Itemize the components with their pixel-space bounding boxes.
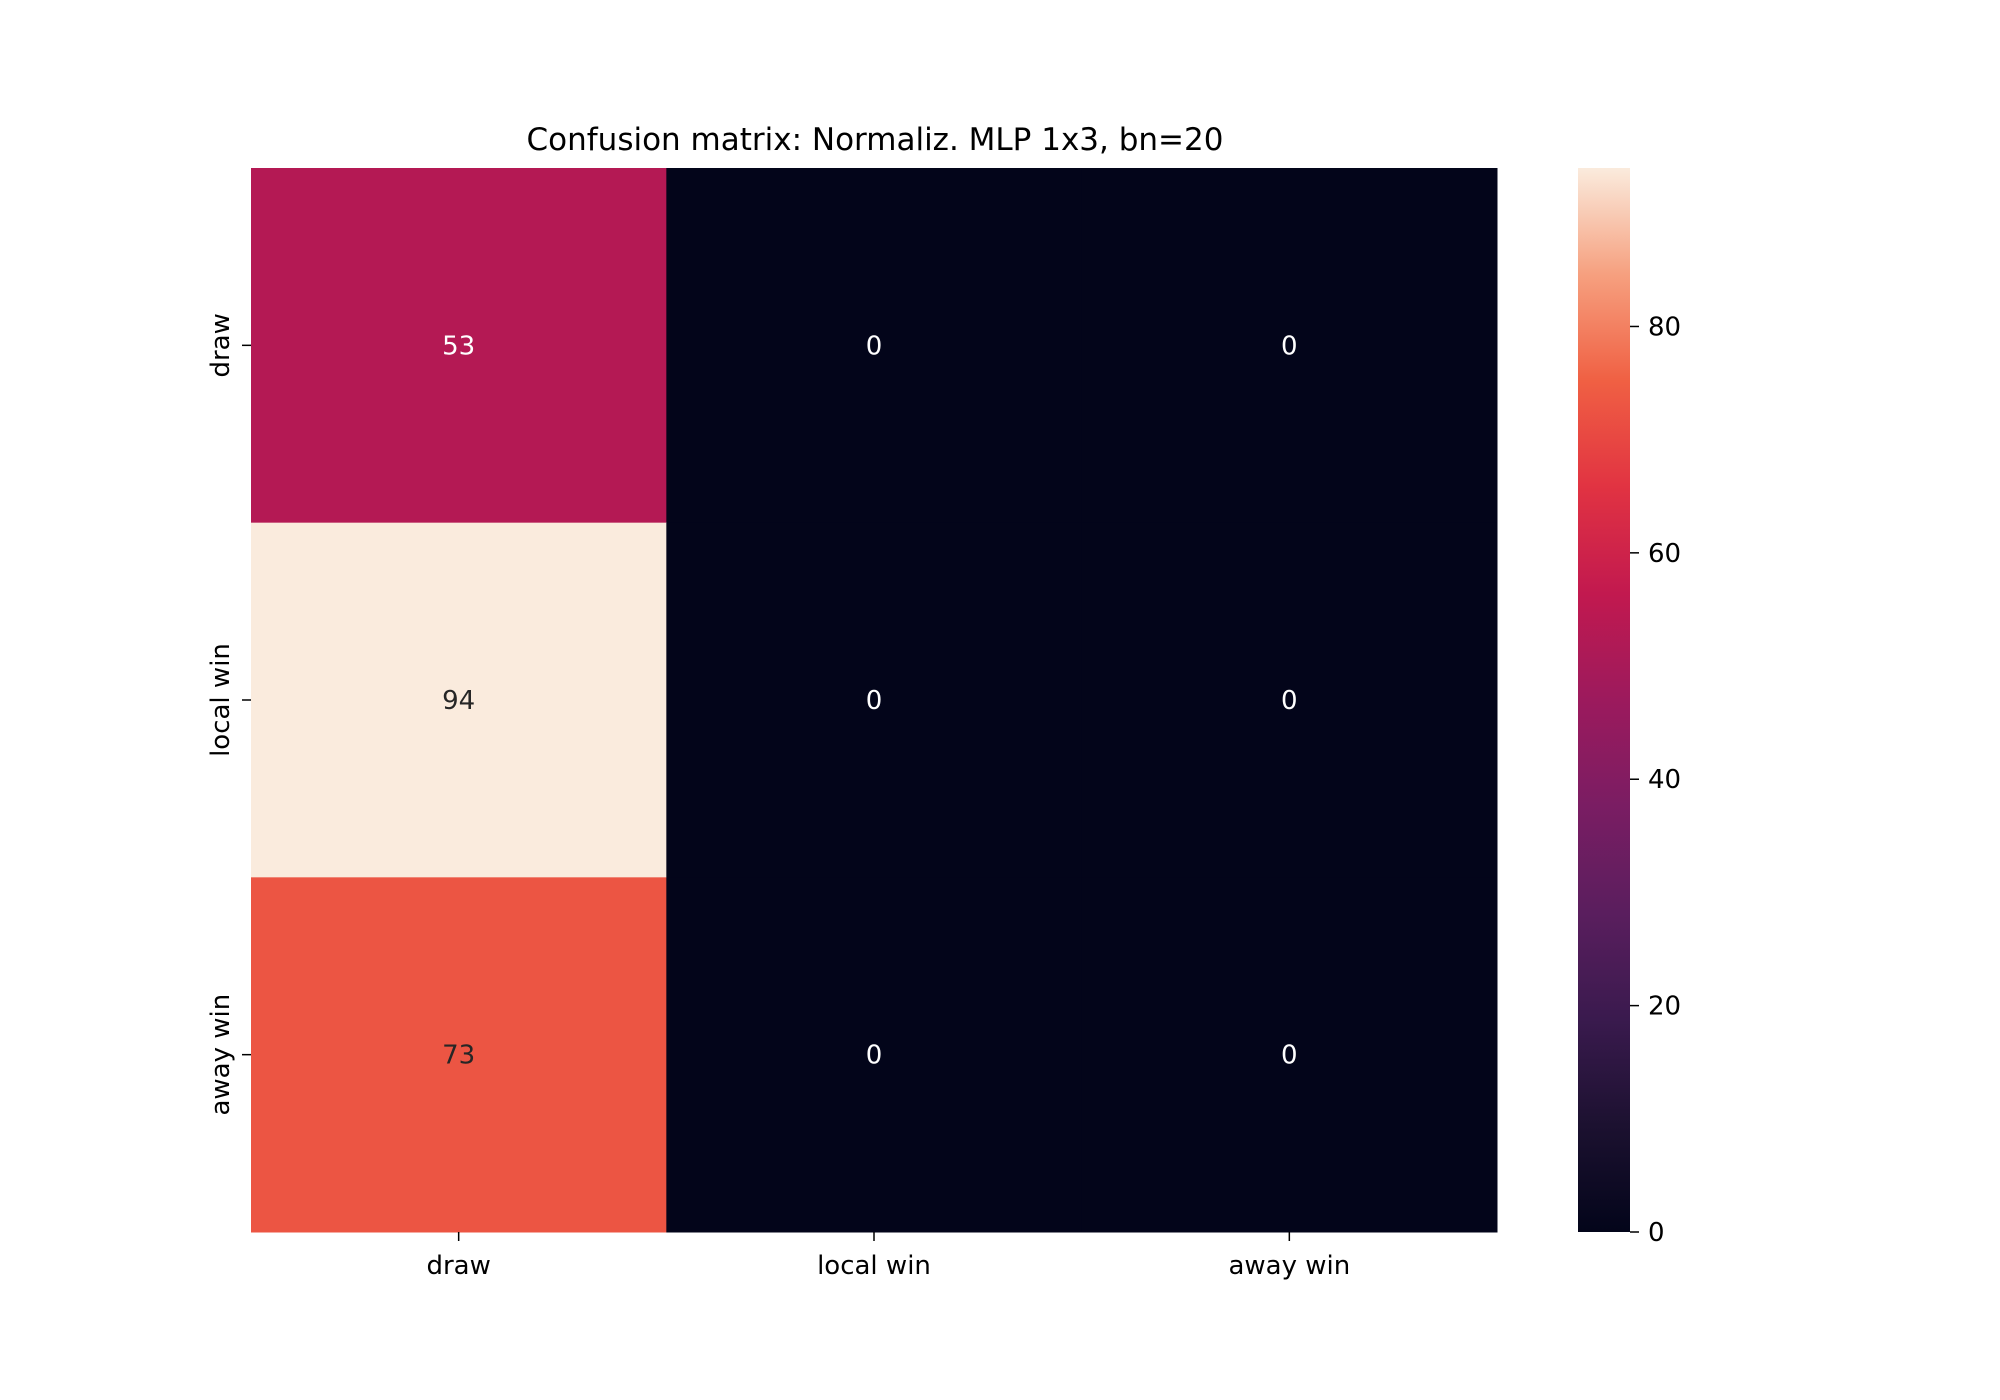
cell-value-label: 0 — [866, 1041, 883, 1071]
colorbar-tick-label: 80 — [1648, 312, 1681, 342]
heatmap-cell — [666, 168, 1083, 524]
cell-value-label: 0 — [866, 686, 883, 716]
colorbar — [1578, 168, 1630, 1232]
colorbar-tick-label: 60 — [1648, 539, 1681, 569]
y-tick-label: local win — [206, 643, 236, 757]
heatmap-cell — [666, 522, 1083, 878]
cell-value-label: 73 — [442, 1041, 475, 1071]
colorbar-axis: 0 20 40 60 80 — [1630, 312, 1681, 1248]
cell-value-label: 53 — [442, 331, 475, 361]
y-tick-label: draw — [206, 313, 236, 377]
colorbar-tick-label: 20 — [1648, 992, 1681, 1022]
cell-value-label: 94 — [442, 686, 475, 716]
y-tick-label: away win — [206, 994, 236, 1116]
heatmap-cell — [1081, 168, 1498, 524]
cell-value-label: 0 — [866, 331, 883, 361]
colorbar-tick-label: 0 — [1648, 1218, 1665, 1248]
heatmap-cell — [666, 877, 1083, 1233]
colorbar-tick-label: 40 — [1648, 765, 1681, 795]
x-axis: draw local win away win — [426, 1232, 1350, 1281]
chart-title: Confusion matrix: Normaliz. MLP 1x3, bn=… — [527, 122, 1224, 158]
cell-value-label: 0 — [1281, 686, 1298, 716]
heatmap-cell — [251, 522, 667, 878]
heatmap-cell — [1081, 522, 1498, 878]
cell-value-label: 0 — [1281, 1041, 1298, 1071]
cell-value-label: 0 — [1281, 331, 1298, 361]
x-tick-label: local win — [817, 1251, 931, 1281]
heatmap-cell — [251, 168, 667, 524]
y-axis: draw local win away win — [206, 313, 251, 1116]
heatmap-cells: 53 0 0 94 0 0 73 0 0 — [251, 168, 1498, 1233]
heatmap-cell — [251, 877, 667, 1233]
x-tick-label: away win — [1228, 1251, 1350, 1281]
heatmap-cell — [1081, 877, 1498, 1233]
x-tick-label: draw — [426, 1251, 490, 1281]
